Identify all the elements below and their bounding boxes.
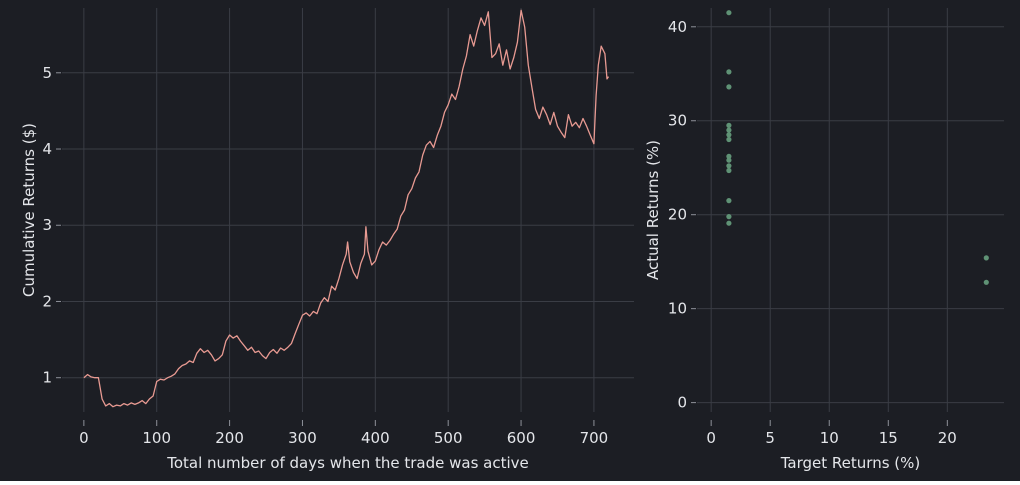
cumulative-returns-chart: 0 100 200 300 400 500 600 700 1 2 3 4 5 Total numbe… xyxy=(20,8,634,472)
scatter-point xyxy=(726,136,732,143)
scatter-point xyxy=(726,220,732,226)
scatter-point xyxy=(726,167,732,174)
line-chart-x-tick-label: 300 xyxy=(288,429,317,447)
scatter-point xyxy=(726,132,732,138)
line-chart-gridlines xyxy=(62,8,634,412)
scatter-chart-x-tick-label: 5 xyxy=(765,429,775,447)
scatter-chart-x-axis-label: Target Returns (%) xyxy=(780,454,921,472)
scatter-chart-y-axis-label: Actual Returns (%) xyxy=(644,140,662,280)
scatter-chart-gridlines xyxy=(697,8,1004,412)
line-chart-y-tick-label: 4 xyxy=(42,140,52,158)
scatter-point xyxy=(726,122,732,128)
line-chart-x-tick-label: 0 xyxy=(79,429,89,447)
line-chart-x-ticks: 0 100 200 300 400 500 600 700 xyxy=(79,420,608,447)
line-chart-series xyxy=(83,9,610,408)
scatter-point xyxy=(726,69,732,75)
scatter-point xyxy=(983,255,989,261)
line-chart-y-tick-label: 2 xyxy=(42,292,52,310)
target-vs-actual-chart: 0 5 10 15 20 0 10 20 30 40 Target Returns (%) Ac… xyxy=(644,8,1004,472)
scatter-point xyxy=(726,127,732,133)
cumulative-returns-line xyxy=(83,9,610,408)
scatter-point xyxy=(726,84,732,90)
line-chart-x-tick-label: 700 xyxy=(580,429,609,447)
line-chart-x-tick-label: 100 xyxy=(142,429,171,447)
scatter-chart-x-tick-label: 0 xyxy=(706,429,716,447)
line-chart-x-axis-label: Total number of days when the trade was … xyxy=(166,454,529,472)
scatter-chart-y-tick-label: 40 xyxy=(668,18,687,36)
line-chart-y-tick-label: 1 xyxy=(42,369,52,387)
line-chart-y-ticks: 1 2 3 4 5 xyxy=(42,64,61,387)
scatter-chart-x-tick-label: 20 xyxy=(938,429,957,447)
scatter-chart-y-tick-label: 20 xyxy=(668,206,687,224)
scatter-point xyxy=(726,153,732,159)
scatter-chart-x-tick-label: 10 xyxy=(820,429,839,447)
line-chart-y-tick-label: 3 xyxy=(42,216,52,234)
scatter-point xyxy=(726,10,732,16)
scatter-chart-x-tick-label: 15 xyxy=(879,429,898,447)
scatter-chart-x-ticks: 0 5 10 15 20 xyxy=(706,420,957,447)
scatter-point xyxy=(983,279,989,285)
line-chart-x-tick-label: 200 xyxy=(215,429,244,447)
scatter-point xyxy=(726,214,732,220)
scatter-chart-points xyxy=(726,10,989,285)
scatter-chart-y-ticks: 0 10 20 30 40 xyxy=(668,18,696,412)
scatter-point xyxy=(726,198,732,204)
scatter-chart-y-tick-label: 0 xyxy=(677,394,687,412)
scatter-chart-y-tick-label: 30 xyxy=(668,112,687,130)
scatter-point xyxy=(726,157,732,163)
line-chart-x-tick-label: 600 xyxy=(507,429,536,447)
line-chart-x-tick-label: 500 xyxy=(434,429,463,447)
scatter-chart-y-tick-label: 10 xyxy=(668,300,687,318)
line-chart-y-tick-label: 5 xyxy=(42,64,52,82)
line-chart-y-axis-label: Cumulative Returns ($) xyxy=(20,123,38,297)
line-chart-x-tick-label: 400 xyxy=(361,429,390,447)
scatter-point xyxy=(726,163,732,169)
